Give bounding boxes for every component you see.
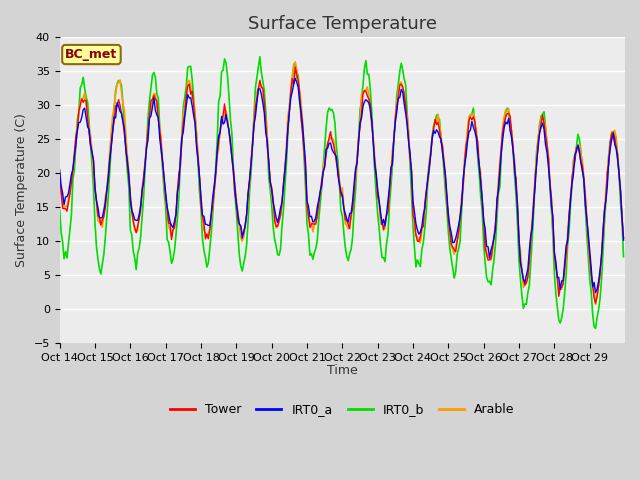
Tower: [348, 211, 355, 217]
Text: BC_met: BC_met: [65, 48, 118, 61]
IRT0_a: [460, 177, 467, 182]
Line: IRT0_a: IRT0_a: [60, 78, 623, 293]
IRT0_b: [75, 109, 83, 115]
IRT0_b: [543, 142, 551, 148]
Tower: [75, 108, 83, 114]
Arable: [56, 182, 63, 188]
IRT0_a: [56, 167, 63, 173]
IRT0_b: [256, 54, 264, 60]
IRT0_b: [56, 206, 63, 212]
Line: IRT0_b: IRT0_b: [60, 57, 623, 328]
IRT0_a: [618, 216, 626, 221]
IRT0_b: [348, 246, 355, 252]
Legend: Tower, IRT0_a, IRT0_b, Arable: Tower, IRT0_a, IRT0_b, Arable: [165, 398, 520, 421]
Arable: [75, 113, 83, 119]
Tower: [592, 300, 600, 306]
Tower: [93, 198, 100, 204]
Line: Arable: Arable: [60, 62, 623, 304]
IRT0_b: [620, 254, 627, 260]
Arable: [93, 200, 100, 205]
Arable: [543, 141, 551, 146]
IRT0_a: [75, 120, 83, 125]
IRT0_b: [460, 182, 467, 188]
X-axis label: Time: Time: [327, 364, 358, 377]
Arable: [460, 187, 467, 193]
Tower: [618, 215, 626, 221]
Arable: [348, 215, 355, 221]
Title: Surface Temperature: Surface Temperature: [248, 15, 437, 33]
Tower: [543, 142, 551, 148]
IRT0_a: [592, 290, 600, 296]
Tower: [291, 64, 299, 70]
IRT0_b: [618, 218, 626, 224]
IRT0_a: [291, 75, 299, 81]
Line: Tower: Tower: [60, 67, 623, 303]
IRT0_a: [93, 198, 100, 204]
IRT0_a: [620, 237, 627, 243]
IRT0_a: [348, 210, 355, 216]
Tower: [620, 236, 627, 241]
Tower: [56, 175, 63, 181]
IRT0_a: [543, 149, 551, 155]
Tower: [460, 183, 467, 189]
IRT0_b: [93, 244, 100, 250]
Y-axis label: Surface Temperature (C): Surface Temperature (C): [15, 113, 28, 267]
Arable: [618, 214, 626, 219]
Arable: [592, 301, 600, 307]
Arable: [291, 59, 299, 65]
IRT0_b: [592, 325, 600, 331]
Arable: [620, 235, 627, 241]
